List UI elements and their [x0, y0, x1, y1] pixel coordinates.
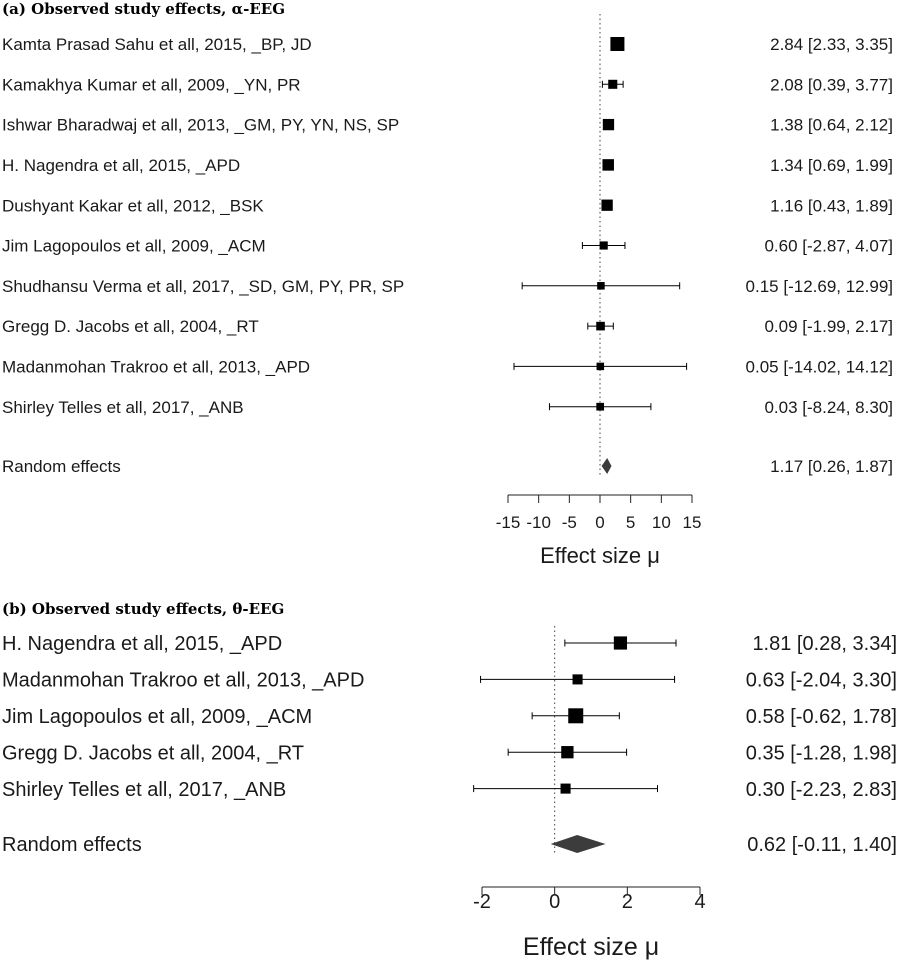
panel-title: (a) Observed study effects, α-EEG: [2, 0, 285, 18]
study-label: Jim Lagopoulos et all, 2009, _ACM: [2, 706, 312, 728]
effect-marker: [561, 746, 574, 759]
study-label: H. Nagendra et all, 2015, _APD: [2, 156, 240, 175]
study-label: Gregg D. Jacobs et all, 2004, _RT: [2, 317, 259, 336]
effect-marker: [568, 708, 584, 724]
study-label: Jim Lagopoulos et all, 2009, _ACM: [2, 237, 266, 256]
effect-ci-text: 0.30 [-2.23, 2.83]: [746, 779, 897, 801]
study-label: Shudhansu Verma et all, 2017, _SD, GM, P…: [2, 277, 404, 296]
study-label: Kamakhya Kumar et all, 2009, _YN, PR: [2, 75, 301, 94]
summary-ci-text: 0.62 [-0.11, 1.40]: [747, 834, 897, 856]
study-label: Madanmohan Trakroo et all, 2013, _APD: [2, 358, 310, 377]
summary-label: Random effects: [2, 834, 142, 856]
x-tick-label: -2: [473, 891, 491, 913]
study-label: Ishwar Bharadwaj et all, 2013, _GM, PY, …: [2, 116, 399, 135]
study-label: Shirley Telles et all, 2017, _ANB: [2, 779, 286, 801]
effect-marker: [597, 282, 605, 290]
effect-ci-text: 2.08 [0.39, 3.77]: [770, 75, 893, 94]
x-tick-label: 10: [652, 513, 671, 532]
effect-marker: [599, 241, 608, 250]
x-tick-label: 0: [595, 513, 604, 532]
x-tick-label: 0: [549, 891, 560, 913]
x-tick-label: 2: [622, 891, 633, 913]
effect-marker: [572, 674, 583, 685]
effect-ci-text: 0.05 [-14.02, 14.12]: [746, 358, 893, 377]
effect-ci-text: 1.34 [0.69, 1.99]: [770, 156, 893, 175]
effect-ci-text: 0.15 [-12.69, 12.99]: [746, 277, 893, 296]
effect-ci-text: 0.03 [-8.24, 8.30]: [764, 398, 893, 417]
x-tick-label: -5: [562, 513, 577, 532]
effect-ci-text: 1.81 [0.28, 3.34]: [752, 633, 897, 655]
effect-marker: [596, 402, 605, 411]
effect-marker: [596, 362, 605, 371]
x-tick-label: -15: [496, 513, 521, 532]
x-tick-label: 15: [683, 513, 702, 532]
x-tick-label: 5: [626, 513, 635, 532]
x-tick-label: 4: [694, 891, 705, 913]
effect-ci-text: 0.09 [-1.99, 2.17]: [764, 317, 893, 336]
effect-marker: [602, 159, 614, 171]
effect-ci-text: 2.84 [2.33, 3.35]: [770, 35, 893, 54]
effect-marker: [608, 79, 618, 89]
study-label: H. Nagendra et all, 2015, _APD: [2, 633, 282, 655]
study-label: Kamta Prasad Sahu et all, 2015, _BP, JD: [2, 35, 312, 54]
x-axis-title: Effect size μ: [540, 543, 660, 568]
effect-marker: [610, 37, 625, 51]
study-label: Shirley Telles et all, 2017, _ANB: [2, 398, 244, 417]
effect-marker: [601, 199, 613, 211]
effect-marker: [602, 118, 615, 131]
summary-label: Random effects: [2, 457, 121, 476]
x-axis-title: Effect size μ: [523, 933, 659, 961]
summary-ci-text: 1.17 [0.26, 1.87]: [770, 457, 893, 476]
effect-ci-text: 0.58 [-0.62, 1.78]: [746, 706, 897, 728]
effect-ci-text: 1.38 [0.64, 2.12]: [770, 116, 893, 135]
effect-marker: [596, 321, 605, 331]
study-label: Gregg D. Jacobs et all, 2004, _RT: [2, 742, 304, 764]
effect-ci-text: 0.35 [-1.28, 1.98]: [746, 742, 897, 764]
panel-title: (b) Observed study effects, θ-EEG: [2, 600, 284, 618]
effect-ci-text: 1.16 [0.43, 1.89]: [770, 196, 893, 215]
study-label: Dushyant Kakar et all, 2012, _BSK: [2, 196, 264, 215]
effect-ci-text: 0.60 [-2.87, 4.07]: [764, 237, 893, 256]
study-label: Madanmohan Trakroo et all, 2013, _APD: [2, 670, 364, 692]
effect-marker: [560, 783, 571, 794]
effect-marker: [613, 636, 628, 650]
x-tick-label: -10: [526, 513, 551, 532]
summary-diamond: [550, 835, 606, 853]
summary-diamond: [601, 458, 612, 474]
effect-ci-text: 0.63 [-2.04, 3.30]: [746, 670, 897, 692]
